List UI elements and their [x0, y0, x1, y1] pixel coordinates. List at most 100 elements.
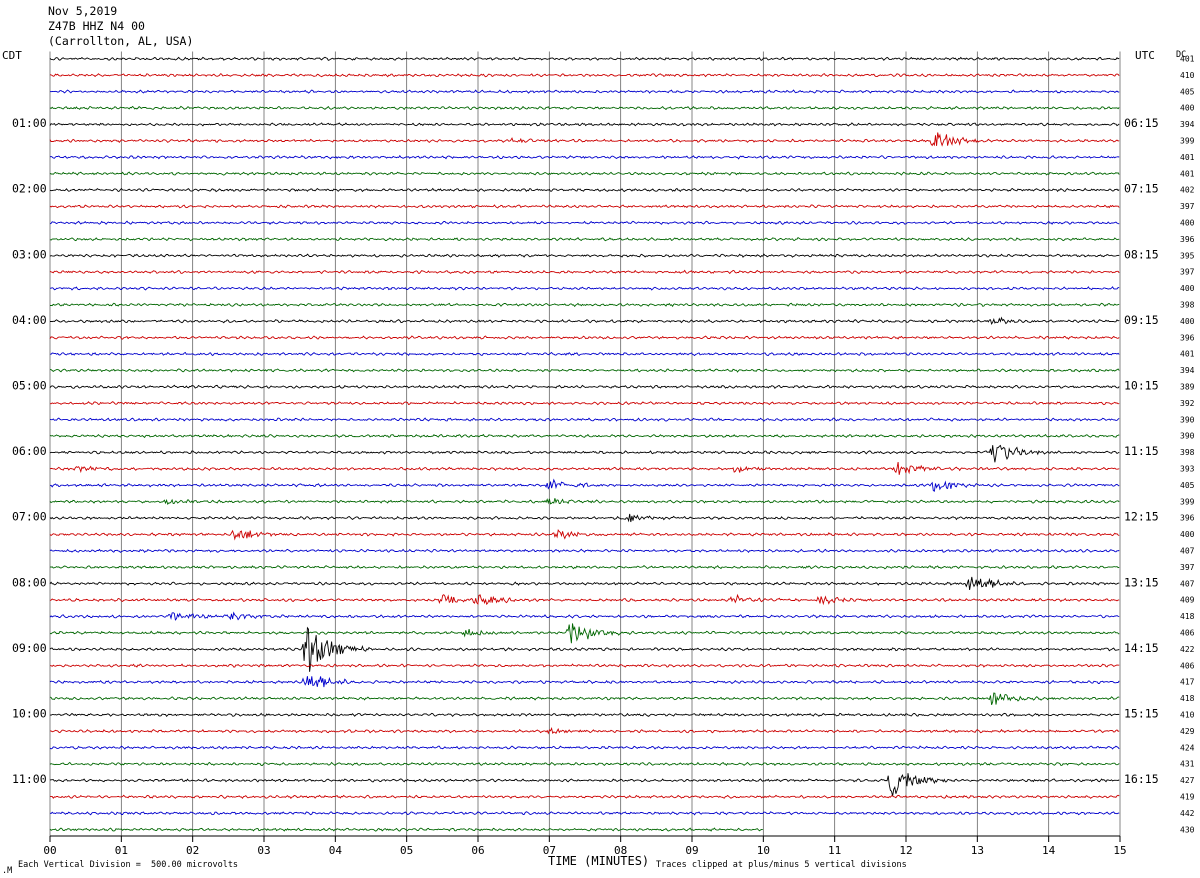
trace-line — [49, 623, 1120, 644]
header-location: (Carrollton, AL, USA) — [48, 34, 194, 48]
x-tick-label: 05 — [400, 844, 413, 857]
right-hour-label: 12:15 — [1124, 510, 1159, 524]
left-timezone-label: CDT — [2, 49, 22, 62]
trace-line — [49, 417, 1120, 422]
trace-line — [49, 676, 1120, 688]
dc-offset-label: 410 — [1180, 71, 1195, 80]
dc-offset-label: 390 — [1180, 432, 1195, 441]
dc-offset-label: 427 — [1180, 776, 1195, 785]
dc-offset-label: 394 — [1180, 120, 1195, 129]
dc-offset-label: 424 — [1180, 743, 1195, 752]
trace-line — [50, 663, 1120, 668]
trace-line — [49, 269, 1120, 275]
x-tick-label: 10 — [757, 844, 770, 857]
header-date: Nov 5,2019 — [48, 4, 118, 18]
trace-line — [49, 794, 1120, 800]
dc-offset-label: 399 — [1180, 137, 1195, 146]
trace-line — [49, 827, 763, 832]
dc-offset-label: 401 — [1180, 169, 1195, 178]
trace-line — [49, 692, 1120, 705]
dc-offset-label: 407 — [1180, 579, 1195, 588]
dc-offset-label: 418 — [1180, 612, 1195, 621]
dc-offset-label: 400 — [1180, 317, 1195, 326]
dc-offset-label: 400 — [1180, 530, 1195, 539]
dc-offset-label: 400 — [1180, 104, 1195, 113]
x-tick-label: 14 — [1042, 844, 1056, 857]
trace-line — [49, 335, 1120, 340]
x-tick-label: 11 — [828, 844, 841, 857]
left-hour-label: 10:00 — [12, 707, 47, 721]
dc-offset-label: 396 — [1180, 514, 1195, 523]
dc-offset-label: 409 — [1180, 596, 1195, 605]
trace-line — [49, 593, 1120, 606]
trace-line — [49, 462, 1120, 475]
dc-offset-label: 390 — [1180, 415, 1195, 424]
trace-line — [49, 253, 1120, 258]
left-hour-label: 01:00 — [12, 116, 47, 130]
right-hour-label: 13:15 — [1124, 575, 1159, 589]
right-hour-label: 15:15 — [1124, 707, 1159, 721]
x-tick-label: 09 — [685, 844, 698, 857]
left-hour-label: 02:00 — [12, 182, 47, 196]
right-timezone-label: UTC — [1135, 49, 1155, 62]
right-hour-label: 07:15 — [1124, 182, 1159, 196]
trace-line — [49, 773, 1120, 797]
trace-line — [49, 122, 1120, 127]
trace-line — [49, 316, 1120, 325]
trace-line — [49, 433, 1120, 439]
x-tick-label: 06 — [471, 844, 484, 857]
trace-line — [49, 761, 1120, 767]
trace-line — [49, 712, 1120, 718]
trace-line — [49, 478, 1120, 492]
right-hour-label: 06:15 — [1124, 116, 1159, 130]
x-tick-label: 00 — [43, 844, 56, 857]
x-tick-label: 01 — [115, 844, 128, 857]
dc-offset-label: 429 — [1180, 727, 1195, 736]
trace-line — [49, 401, 1120, 406]
dc-offset-label: 417 — [1180, 678, 1195, 687]
trace-line — [50, 727, 1120, 735]
trace-line — [49, 498, 1120, 505]
right-hour-label: 08:15 — [1124, 247, 1159, 261]
dc-offset-label: 392 — [1180, 399, 1195, 408]
dc-offset-label: 406 — [1180, 661, 1195, 670]
x-tick-label: 03 — [257, 844, 270, 857]
dc-offset-header: DC — [1176, 50, 1187, 60]
right-hour-label: 10:15 — [1124, 379, 1159, 393]
x-tick-label: 13 — [971, 844, 984, 857]
dc-offset-label: 401 — [1180, 55, 1195, 64]
right-hour-label: 11:15 — [1124, 444, 1159, 458]
trace-line — [49, 187, 1120, 193]
dc-offset-label: 397 — [1180, 268, 1195, 277]
dc-offset-label: 405 — [1180, 481, 1195, 490]
chart-header: Nov 5,2019 Z47B HHZ N4 00 (Carrollton, AL,… — [48, 4, 193, 49]
trace-line — [49, 236, 1120, 242]
left-hour-label: 07:00 — [12, 510, 47, 524]
trace-line — [49, 384, 1120, 390]
trace-line — [49, 89, 1120, 94]
right-hour-label: 14:15 — [1124, 641, 1159, 655]
left-hour-label: 09:00 — [12, 641, 47, 655]
trace-line — [49, 626, 1120, 672]
trace-line — [49, 368, 1120, 373]
dc-offset-label: 398 — [1180, 448, 1195, 457]
trace-line — [49, 351, 1120, 357]
trace-line — [49, 564, 1120, 570]
dc-offset-label: 430 — [1180, 825, 1195, 834]
trace-line — [49, 171, 1120, 176]
dc-offset-label: 401 — [1180, 350, 1195, 359]
dc-offset-label: 400 — [1180, 219, 1195, 228]
x-tick-label: 02 — [186, 844, 199, 857]
x-axis-title: TIME (MINUTES) — [548, 854, 650, 868]
corner-mark: .M — [2, 866, 13, 876]
x-tick-label: 15 — [1113, 844, 1126, 857]
dc-offset-label: 407 — [1180, 547, 1195, 556]
trace-line — [49, 548, 1120, 554]
dc-offset-label: 400 — [1180, 284, 1195, 293]
x-tick-label: 04 — [329, 844, 343, 857]
dc-offset-label: 402 — [1180, 186, 1195, 195]
trace-line — [49, 745, 1120, 750]
dc-offset-label: 393 — [1180, 465, 1195, 474]
x-tick-label: 08 — [614, 844, 627, 857]
dc-offset-label: 398 — [1180, 301, 1195, 310]
